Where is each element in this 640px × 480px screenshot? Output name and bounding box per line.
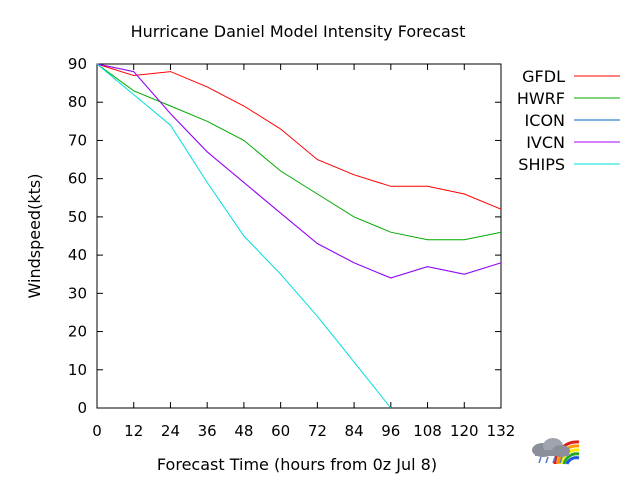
series-line-ships — [96, 63, 392, 409]
y-tick-label: 40 — [68, 246, 87, 264]
legend: GFDL HWRF ICON IVCN SHIPS — [517, 67, 620, 174]
legend-label-hwrf: HWRF — [517, 89, 565, 108]
x-tick-label: 36 — [198, 422, 217, 440]
plot-area — [96, 63, 502, 409]
x-tick-label: 48 — [234, 422, 253, 440]
y-axis: 0 10 20 30 40 50 60 70 80 90 — [68, 55, 501, 417]
plot-frame — [96, 63, 502, 409]
series-line-hwrf — [96, 63, 502, 241]
legend-label-gfdl: GFDL — [522, 67, 565, 86]
legend-label-icon: ICON — [525, 111, 565, 130]
series-lines — [96, 63, 502, 409]
x-tick-label: 0 — [92, 422, 102, 440]
x-tick-label: 24 — [161, 422, 180, 440]
y-tick-label: 90 — [68, 55, 87, 73]
x-tick-label: 12 — [124, 422, 143, 440]
series-line-gfdl — [96, 63, 502, 210]
weather-cloud-rainbow-icon — [532, 438, 580, 465]
y-axis-label: Windspeed(kts) — [25, 174, 44, 299]
series-line-ivcn — [96, 63, 502, 279]
x-tick-label: 84 — [345, 422, 364, 440]
x-axis-label: Forecast Time (hours from 0z Jul 8) — [157, 455, 437, 474]
x-tick-label: 60 — [271, 422, 290, 440]
y-tick-label: 50 — [68, 208, 87, 226]
y-tick-label: 70 — [68, 131, 87, 149]
chart-title: Hurricane Daniel Model Intensity Forecas… — [131, 22, 466, 41]
x-tick-label: 120 — [450, 422, 479, 440]
series-line-icon — [96, 63, 502, 279]
y-tick-label: 10 — [68, 361, 87, 379]
x-tick-label: 132 — [487, 422, 516, 440]
x-tick-label: 96 — [381, 422, 400, 440]
y-tick-label: 20 — [68, 323, 87, 341]
y-tick-label: 30 — [68, 284, 87, 302]
x-tick-label: 108 — [413, 422, 442, 440]
x-axis: 0 12 24 36 48 60 72 84 96 108 120 132 — [92, 64, 515, 440]
y-tick-label: 80 — [68, 93, 87, 111]
y-tick-label: 60 — [68, 170, 87, 188]
y-tick-label: 0 — [77, 399, 87, 417]
x-tick-label: 72 — [308, 422, 327, 440]
legend-label-ivcn: IVCN — [526, 133, 565, 152]
legend-label-ships: SHIPS — [518, 155, 565, 174]
